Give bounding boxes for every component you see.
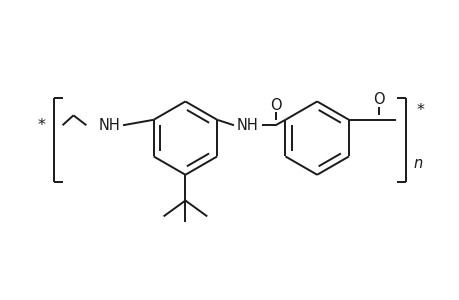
Text: NH: NH [98,118,120,133]
Text: NH: NH [236,118,258,133]
Text: *: * [415,103,423,118]
Text: *: * [38,118,45,133]
Text: O: O [372,92,384,107]
Text: O: O [269,98,281,113]
Text: n: n [413,156,422,171]
